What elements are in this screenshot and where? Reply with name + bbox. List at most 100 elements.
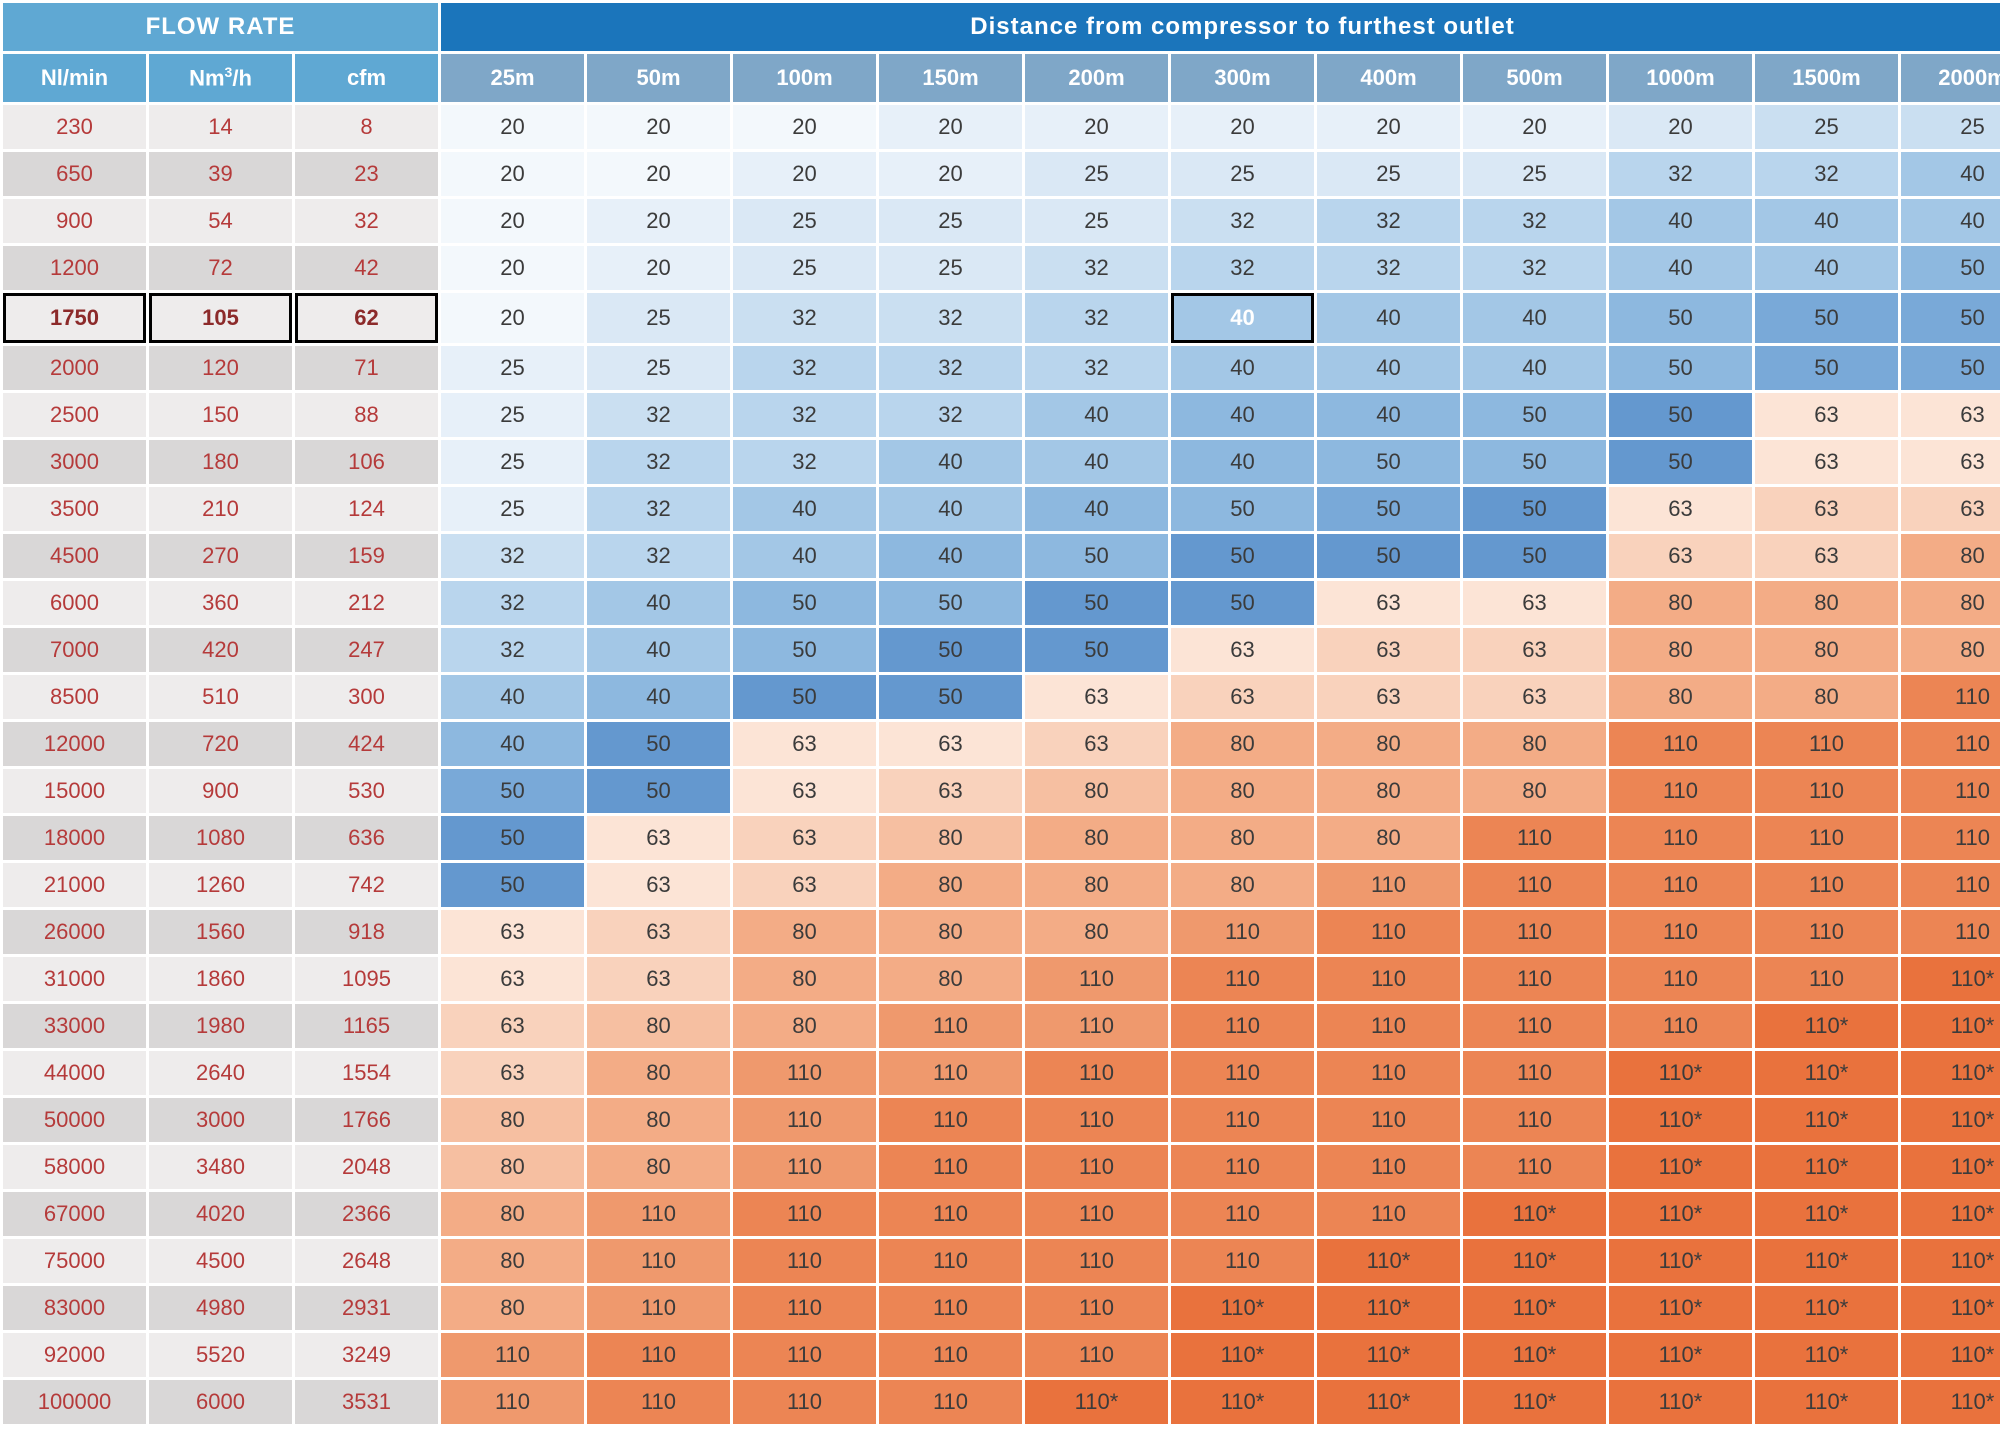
dist-cell: 110	[441, 1333, 584, 1377]
flow-cell: 210	[149, 487, 292, 531]
flow-cell: 83000	[3, 1286, 146, 1330]
flow-cell: 212	[295, 581, 438, 625]
dist-cell: 63	[587, 816, 730, 860]
dist-cell: 110*	[1755, 1333, 1898, 1377]
flow-cell: 180	[149, 440, 292, 484]
flow-cell: 42	[295, 246, 438, 290]
data-row: 44000264015546380110110110110110110110*1…	[3, 1051, 2000, 1095]
dist-cell: 110	[733, 1333, 876, 1377]
dist-cell: 20	[879, 105, 1022, 149]
dist-cell: 63	[1171, 675, 1314, 719]
dist-cell: 50	[733, 675, 876, 719]
dist-cell: 20	[587, 152, 730, 196]
dist-cell: 40	[587, 581, 730, 625]
dist-cell: 110*	[1609, 1380, 1752, 1424]
dist-cell: 110	[1025, 1051, 1168, 1095]
dist-cell: 63	[1755, 534, 1898, 578]
dist-cell: 110*	[1317, 1239, 1460, 1283]
dist-cell: 80	[1609, 581, 1752, 625]
dist-cell: 80	[1171, 769, 1314, 813]
dist-cell: 63	[587, 910, 730, 954]
dist-cell: 110	[879, 1145, 1022, 1189]
dist-cell: 40	[1317, 293, 1460, 343]
pipe-sizing-table: FLOW RATE Distance from compressor to fu…	[0, 0, 2000, 1427]
dist-cell: 80	[1317, 769, 1460, 813]
dist-cell: 110*	[1463, 1239, 1606, 1283]
dist-cell: 110*	[1025, 1380, 1168, 1424]
dist-cell: 110*	[1901, 1286, 2000, 1330]
dist-cell: 110*	[1317, 1286, 1460, 1330]
dist-cell: 110*	[1901, 1333, 2000, 1377]
dist-cell: 80	[1171, 816, 1314, 860]
dist-cell: 80	[1755, 628, 1898, 672]
data-row: 3100018601095636380801101101101101101101…	[3, 957, 2000, 1001]
dist-cell: 63	[879, 769, 1022, 813]
flow-cell: 1260	[149, 863, 292, 907]
dist-cell: 63	[1025, 675, 1168, 719]
flow-cell: 3480	[149, 1145, 292, 1189]
flow-cell: 2366	[295, 1192, 438, 1236]
dist-cell: 20	[1609, 105, 1752, 149]
dist-cell: 20	[879, 152, 1022, 196]
dist-cell: 50	[1609, 440, 1752, 484]
dist-cell: 40	[441, 722, 584, 766]
dist-cell: 20	[1317, 105, 1460, 149]
flow-cell: 247	[295, 628, 438, 672]
flow-cell: 124	[295, 487, 438, 531]
flow-cell: 71	[295, 346, 438, 390]
dist-cell: 50	[1171, 534, 1314, 578]
flow-cell: 1980	[149, 1004, 292, 1048]
dist-cell: 40	[587, 675, 730, 719]
dist-cell: 110	[1171, 1145, 1314, 1189]
dist-cell: 110	[1025, 957, 1168, 1001]
dist-col-0: 25m	[441, 54, 584, 102]
dist-cell: 50	[441, 863, 584, 907]
dist-cell: 110	[1463, 1004, 1606, 1048]
flow-cell: 918	[295, 910, 438, 954]
flow-cell: 5520	[149, 1333, 292, 1377]
flow-cell: 18000	[3, 816, 146, 860]
flow-cell: 1200	[3, 246, 146, 290]
dist-cell: 20	[733, 105, 876, 149]
dist-cell: 110*	[1755, 1192, 1898, 1236]
dist-cell: 32	[587, 393, 730, 437]
dist-cell: 80	[441, 1239, 584, 1283]
dist-cell: 110	[1171, 1239, 1314, 1283]
dist-cell: 25	[441, 346, 584, 390]
flow-cell: 31000	[3, 957, 146, 1001]
dist-cell: 110	[1609, 863, 1752, 907]
dist-cell: 50	[1317, 440, 1460, 484]
dist-cell: 63	[441, 910, 584, 954]
dist-cell: 50	[879, 675, 1022, 719]
flow-cell: 33000	[3, 1004, 146, 1048]
flow-cell: 75000	[3, 1239, 146, 1283]
dist-cell: 110	[1171, 1098, 1314, 1142]
dist-cell: 80	[587, 1051, 730, 1095]
dist-cell: 40	[1171, 346, 1314, 390]
dist-cell: 110*	[1317, 1333, 1460, 1377]
dist-cell: 40	[1171, 440, 1314, 484]
dist-cell: 63	[441, 1004, 584, 1048]
flow-cell: 1750	[3, 293, 146, 343]
dist-cell: 80	[1901, 534, 2000, 578]
dist-cell: 50	[1025, 534, 1168, 578]
flow-cell: 3531	[295, 1380, 438, 1424]
dist-cell: 110	[1317, 910, 1460, 954]
dist-cell: 25	[1901, 105, 2000, 149]
dist-cell: 110	[1317, 957, 1460, 1001]
flow-cell: 900	[149, 769, 292, 813]
dist-cell: 50	[1463, 487, 1606, 531]
dist-cell: 110	[1755, 816, 1898, 860]
dist-cell: 110	[1609, 722, 1752, 766]
data-row: 50000300017668080110110110110110110110*1…	[3, 1098, 2000, 1142]
dist-cell: 32	[1609, 152, 1752, 196]
dist-cell: 63	[733, 722, 876, 766]
flow-cell: 1860	[149, 957, 292, 1001]
dist-cell: 25	[587, 346, 730, 390]
dist-cell: 110	[1901, 910, 2000, 954]
dist-cell: 110*	[1901, 1192, 2000, 1236]
flow-cell: 3000	[149, 1098, 292, 1142]
dist-cell: 110*	[1171, 1286, 1314, 1330]
flow-cell: 420	[149, 628, 292, 672]
dist-cell: 40	[1171, 393, 1314, 437]
